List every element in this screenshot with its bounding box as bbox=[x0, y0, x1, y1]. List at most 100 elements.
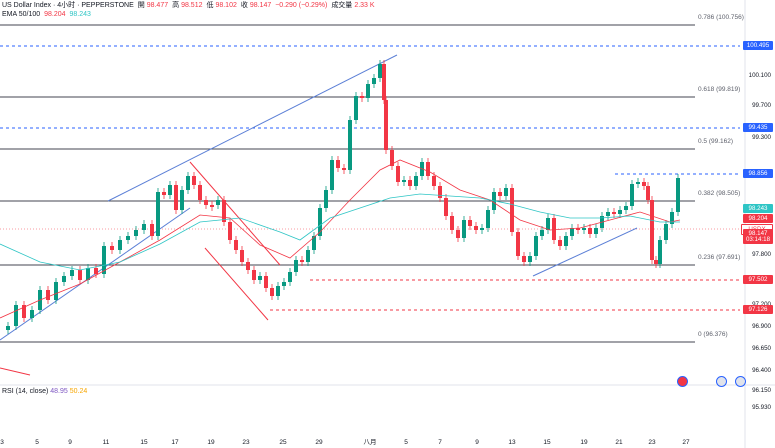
candle bbox=[676, 178, 680, 212]
volume-label: 成交量 bbox=[331, 2, 353, 9]
trendline bbox=[204, 247, 269, 321]
candle bbox=[650, 200, 654, 260]
close-value: 98.147 bbox=[249, 2, 272, 9]
candle bbox=[318, 208, 322, 236]
candle bbox=[246, 262, 250, 270]
candle bbox=[432, 176, 436, 186]
candle bbox=[186, 176, 190, 190]
time-axis-tick: 7 bbox=[438, 439, 442, 446]
price-label-box[interactable]: 97.502 bbox=[743, 275, 773, 284]
candle bbox=[348, 120, 352, 170]
price-label-box[interactable]: 03:14:18 bbox=[743, 235, 773, 244]
event-flag-icon[interactable] bbox=[677, 376, 688, 387]
candle bbox=[228, 222, 232, 240]
us-flag-icon[interactable] bbox=[716, 376, 727, 387]
candle bbox=[670, 212, 674, 224]
price-label-box[interactable]: 98.147 bbox=[743, 229, 773, 238]
trendline bbox=[107, 54, 398, 202]
candle bbox=[86, 268, 90, 280]
candle bbox=[174, 185, 178, 210]
price-axis-tick: 96.400 bbox=[752, 367, 771, 374]
candle bbox=[438, 186, 442, 198]
time-axis-tick: 23 bbox=[242, 439, 250, 446]
candle bbox=[110, 246, 114, 250]
price-label-box[interactable]: 98.856 bbox=[743, 169, 773, 178]
candle bbox=[252, 270, 256, 280]
candle bbox=[156, 192, 160, 236]
trendline bbox=[189, 161, 281, 266]
candle bbox=[70, 270, 74, 276]
fib-level-label: 0.236 (97.691) bbox=[698, 254, 741, 261]
rsi-legend[interactable]: RSI (14, close) 48.95 50.24 bbox=[2, 388, 87, 395]
candle bbox=[46, 290, 50, 300]
us-flag-icon[interactable] bbox=[735, 376, 746, 387]
time-axis-tick: 八月 bbox=[363, 439, 377, 446]
candle bbox=[378, 64, 382, 78]
candle bbox=[14, 305, 18, 326]
close-label: 收 bbox=[240, 2, 248, 9]
rsi-label: RSI (14, close) bbox=[2, 388, 49, 395]
trendline bbox=[0, 367, 31, 376]
price-axis-tick: 96.150 bbox=[752, 387, 771, 394]
price-label-box[interactable]: 97.126 bbox=[743, 305, 773, 314]
volume-value: 2.33 K bbox=[354, 2, 375, 9]
low-label: 低 bbox=[206, 2, 214, 9]
candle bbox=[564, 236, 568, 246]
candle bbox=[372, 78, 376, 84]
candle bbox=[234, 240, 238, 250]
candle bbox=[594, 228, 598, 234]
price-axis-tick: 97.800 bbox=[752, 251, 771, 258]
candle bbox=[54, 282, 58, 300]
price-label-box[interactable]: 99.435 bbox=[743, 123, 773, 132]
candle bbox=[450, 216, 454, 230]
candle bbox=[134, 230, 138, 236]
candle bbox=[540, 230, 544, 236]
candle bbox=[606, 212, 610, 216]
candle bbox=[360, 96, 364, 98]
candle bbox=[618, 210, 622, 214]
time-axis-tick: 13 bbox=[508, 439, 516, 446]
time-axis-tick: 15 bbox=[543, 439, 551, 446]
price-axis-tick: 97.200 bbox=[743, 301, 771, 308]
high-label: 高 bbox=[172, 2, 180, 9]
price-axis-tick: 99.700 bbox=[752, 102, 771, 109]
candle bbox=[162, 192, 166, 195]
candle bbox=[664, 224, 668, 240]
symbol-title: US Dollar Index · 4小时 · PEPPERSTONE bbox=[2, 2, 134, 9]
candle bbox=[168, 185, 172, 195]
candle bbox=[528, 256, 532, 262]
fib-level-label: 0.382 (98.505) bbox=[698, 190, 741, 197]
candle bbox=[546, 218, 550, 230]
candle bbox=[582, 228, 586, 230]
candle bbox=[126, 236, 130, 240]
fib-level-label: 0.5 (99.162) bbox=[698, 138, 734, 145]
time-axis-tick: 3 bbox=[0, 439, 4, 446]
ema50-value: 98.204 bbox=[44, 11, 66, 18]
price-label-box[interactable]: 100.495 bbox=[743, 41, 773, 50]
price-axis-tick: 100.100 bbox=[748, 72, 771, 79]
candle bbox=[552, 218, 556, 240]
candle bbox=[240, 250, 244, 262]
open-value: 98.477 bbox=[146, 2, 169, 9]
candle bbox=[624, 206, 628, 210]
candle bbox=[300, 260, 304, 262]
ema-legend[interactable]: EMA 50/100 98.204 98.243 bbox=[2, 10, 93, 19]
candle bbox=[504, 188, 508, 196]
price-label-box[interactable]: 98.204 bbox=[743, 214, 773, 223]
fib-level-label: 0.618 (99.819) bbox=[698, 86, 741, 93]
candle bbox=[288, 272, 292, 282]
ema100-value: 98.243 bbox=[69, 11, 91, 18]
price-label-box[interactable]: 98.243 bbox=[743, 204, 773, 213]
candle bbox=[456, 230, 460, 238]
candle bbox=[22, 305, 26, 318]
time-axis-tick: 27 bbox=[682, 439, 690, 446]
time-axis-tick: 9 bbox=[475, 439, 479, 446]
candle bbox=[330, 160, 334, 190]
low-value: 98.102 bbox=[215, 2, 237, 9]
candle bbox=[78, 270, 82, 280]
candle bbox=[426, 162, 430, 176]
candle bbox=[366, 84, 370, 98]
candle bbox=[646, 186, 650, 200]
